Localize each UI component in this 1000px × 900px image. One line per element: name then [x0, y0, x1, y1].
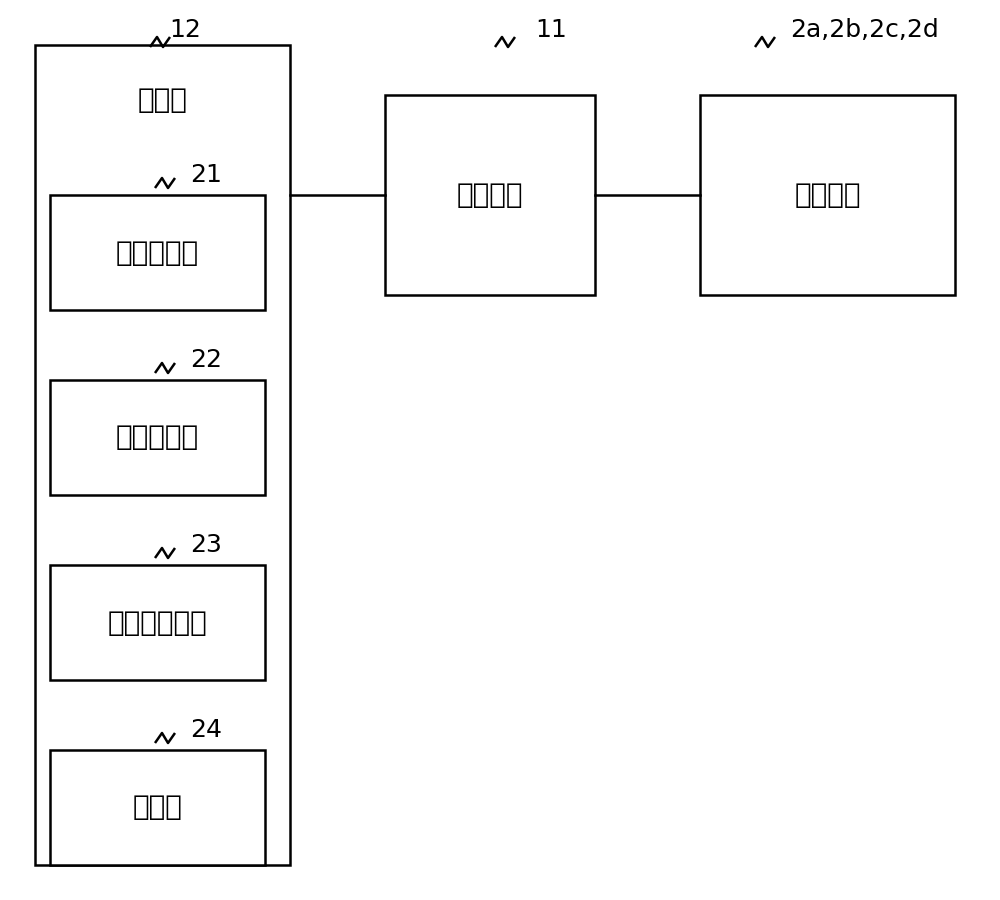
Text: 21: 21: [190, 163, 222, 187]
Text: 11: 11: [535, 18, 567, 42]
Bar: [50, 750, 265, 865]
Text: 22: 22: [190, 348, 222, 372]
Bar: [50, 380, 265, 495]
Text: 24: 24: [190, 718, 222, 742]
Bar: [385, 95, 595, 295]
Text: 色粉量计算部: 色粉量计算部: [108, 608, 207, 636]
Bar: [50, 565, 265, 680]
Text: 筛选处理部: 筛选处理部: [116, 424, 199, 452]
Text: 23: 23: [190, 533, 222, 557]
Text: 灰度校正部: 灰度校正部: [116, 238, 199, 266]
Bar: [50, 195, 265, 310]
Text: 12: 12: [169, 18, 201, 42]
Text: 曝光装置: 曝光装置: [794, 181, 861, 209]
Bar: [35, 45, 290, 865]
Bar: [700, 95, 955, 295]
Text: 控制部: 控制部: [133, 794, 182, 822]
Text: 打印引擎: 打印引擎: [457, 181, 523, 209]
Text: 控制器: 控制器: [138, 86, 187, 114]
Text: 2a,2b,2c,2d: 2a,2b,2c,2d: [790, 18, 939, 42]
